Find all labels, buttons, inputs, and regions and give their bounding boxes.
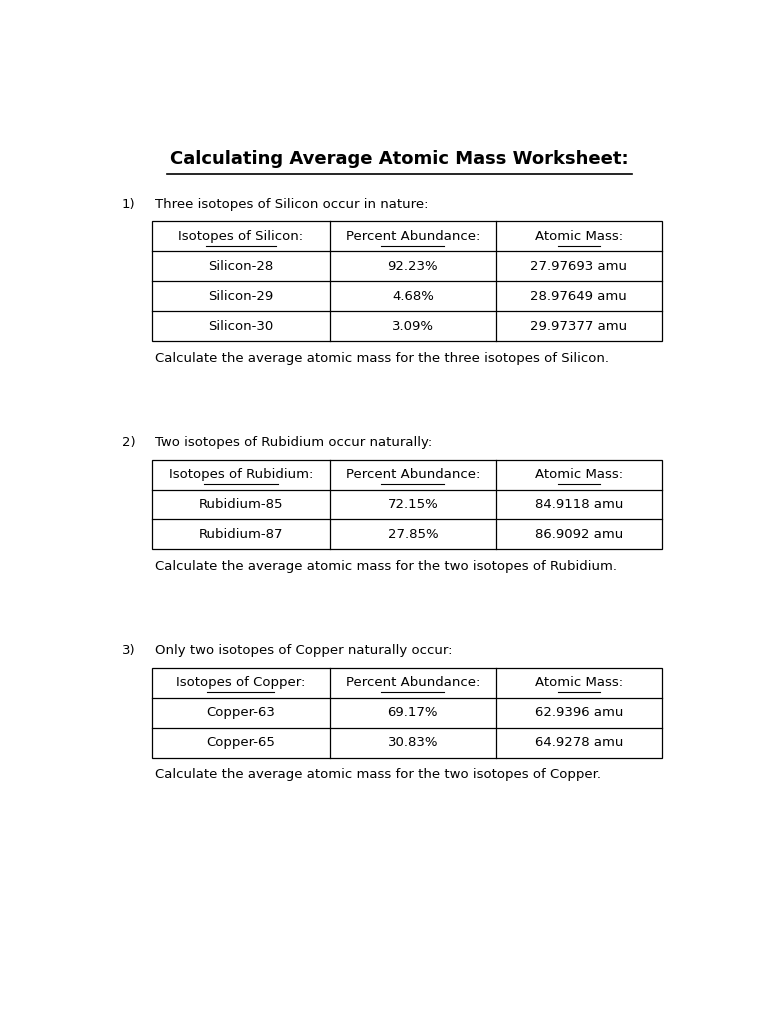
Text: Two isotopes of Rubidium occur naturally:: Two isotopes of Rubidium occur naturally… <box>155 436 432 449</box>
Text: Calculate the average atomic mass for the two isotopes of Rubidium.: Calculate the average atomic mass for th… <box>155 560 617 572</box>
Text: Percent Abundance:: Percent Abundance: <box>346 230 480 243</box>
Text: 27.85%: 27.85% <box>387 528 438 541</box>
Text: Isotopes of Silicon:: Isotopes of Silicon: <box>178 230 303 243</box>
Text: Atomic Mass:: Atomic Mass: <box>534 230 623 243</box>
Text: 84.9118 amu: 84.9118 amu <box>534 498 623 511</box>
Text: Silicon-30: Silicon-30 <box>208 319 273 333</box>
Text: 86.9092 amu: 86.9092 amu <box>534 528 623 541</box>
Text: 29.97377 amu: 29.97377 amu <box>530 319 627 333</box>
Text: Copper-63: Copper-63 <box>206 707 275 719</box>
Text: Silicon-28: Silicon-28 <box>208 260 273 272</box>
Text: 2): 2) <box>122 436 135 449</box>
Text: 64.9278 amu: 64.9278 amu <box>534 736 623 750</box>
Text: 1): 1) <box>122 198 135 211</box>
Text: 30.83%: 30.83% <box>388 736 438 750</box>
Text: Isotopes of Rubidium:: Isotopes of Rubidium: <box>168 468 313 481</box>
Text: Isotopes of Copper:: Isotopes of Copper: <box>176 676 305 689</box>
Text: Only two isotopes of Copper naturally occur:: Only two isotopes of Copper naturally oc… <box>155 644 453 657</box>
Text: Rubidium-87: Rubidium-87 <box>199 528 283 541</box>
Text: Atomic Mass:: Atomic Mass: <box>534 468 623 481</box>
Text: Rubidium-85: Rubidium-85 <box>199 498 283 511</box>
Text: 27.97693 amu: 27.97693 amu <box>530 260 627 272</box>
Bar <box>152 668 662 758</box>
Text: Silicon-29: Silicon-29 <box>208 290 273 303</box>
Text: Atomic Mass:: Atomic Mass: <box>534 676 623 689</box>
Bar <box>152 460 662 550</box>
Text: 28.97649 amu: 28.97649 amu <box>530 290 627 303</box>
Text: Copper-65: Copper-65 <box>206 736 275 750</box>
Text: 62.9396 amu: 62.9396 amu <box>534 707 623 719</box>
Text: 3.09%: 3.09% <box>392 319 434 333</box>
Text: 72.15%: 72.15% <box>387 498 439 511</box>
Text: Calculating Average Atomic Mass Worksheet:: Calculating Average Atomic Mass Workshee… <box>170 151 629 169</box>
Text: 3): 3) <box>122 644 135 657</box>
Text: Percent Abundance:: Percent Abundance: <box>346 468 480 481</box>
Text: Percent Abundance:: Percent Abundance: <box>346 676 480 689</box>
Text: 4.68%: 4.68% <box>392 290 434 303</box>
Text: Three isotopes of Silicon occur in nature:: Three isotopes of Silicon occur in natur… <box>155 198 428 211</box>
Text: 92.23%: 92.23% <box>387 260 438 272</box>
Text: 69.17%: 69.17% <box>388 707 438 719</box>
Text: Calculate the average atomic mass for the three isotopes of Silicon.: Calculate the average atomic mass for th… <box>155 351 608 365</box>
Bar <box>152 221 662 341</box>
Text: Calculate the average atomic mass for the two isotopes of Copper.: Calculate the average atomic mass for th… <box>155 768 601 781</box>
